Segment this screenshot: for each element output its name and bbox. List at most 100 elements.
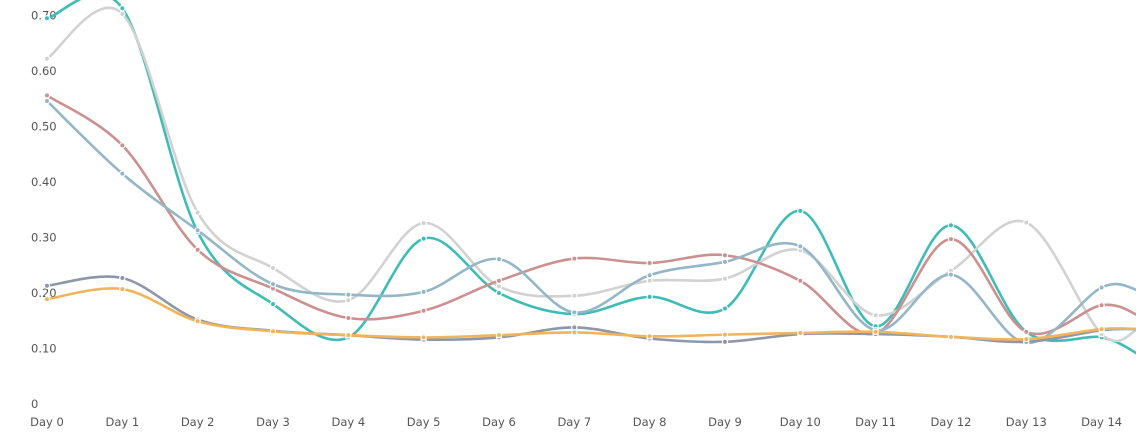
data-point[interactable] <box>420 334 427 341</box>
data-point[interactable] <box>495 331 503 339</box>
data-point[interactable] <box>721 331 729 338</box>
data-point[interactable] <box>119 5 126 12</box>
x-tick-label: Day 10 <box>780 415 821 429</box>
data-point[interactable] <box>194 209 201 216</box>
x-tick-label: Day 14 <box>1081 415 1122 429</box>
series-line <box>45 99 1136 345</box>
data-point[interactable] <box>119 10 126 18</box>
data-point[interactable] <box>269 328 277 335</box>
data-point[interactable] <box>119 285 126 293</box>
data-point[interactable] <box>43 15 51 22</box>
data-point[interactable] <box>345 291 352 298</box>
data-point[interactable] <box>646 272 653 279</box>
data-point[interactable] <box>797 329 804 337</box>
data-point[interactable] <box>797 243 804 250</box>
y-tick-label: 0.70 <box>31 9 57 23</box>
data-point[interactable] <box>571 309 578 316</box>
data-point[interactable] <box>43 92 51 99</box>
x-tick-label: Day 7 <box>557 415 591 429</box>
data-point[interactable] <box>646 333 653 340</box>
data-point[interactable] <box>345 331 352 339</box>
data-point[interactable] <box>194 227 201 234</box>
data-point[interactable] <box>43 282 51 289</box>
data-point[interactable] <box>495 283 503 290</box>
data-point[interactable] <box>571 255 578 262</box>
x-tick-label: Day 2 <box>181 415 215 429</box>
data-point[interactable] <box>420 235 427 242</box>
data-point[interactable] <box>119 274 126 282</box>
data-point[interactable] <box>1098 284 1105 291</box>
data-point[interactable] <box>1098 325 1105 333</box>
data-point[interactable] <box>43 55 51 62</box>
data-point[interactable] <box>872 312 879 319</box>
data-point[interactable] <box>646 293 653 301</box>
data-point[interactable] <box>721 275 729 282</box>
data-point[interactable] <box>420 219 427 227</box>
data-point[interactable] <box>194 246 201 253</box>
data-point[interactable] <box>646 259 653 267</box>
y-tick-label: 0 <box>31 397 38 411</box>
data-point[interactable] <box>1098 302 1105 309</box>
data-point[interactable] <box>1023 328 1030 336</box>
data-point[interactable] <box>269 280 277 288</box>
data-point[interactable] <box>269 264 277 272</box>
x-tick-label: Day 12 <box>930 415 971 429</box>
data-point[interactable] <box>420 307 427 314</box>
series-0 <box>43 0 1136 355</box>
data-point[interactable] <box>571 292 578 299</box>
y-tick-label: 0.20 <box>31 286 57 300</box>
data-point[interactable] <box>721 258 729 266</box>
data-point[interactable] <box>119 142 126 149</box>
x-tick-label: Day 0 <box>30 415 64 429</box>
x-tick-label: Day 3 <box>256 415 290 429</box>
data-point[interactable] <box>495 289 503 297</box>
y-tick-label: 0.40 <box>31 175 57 189</box>
data-point[interactable] <box>797 277 804 284</box>
series-line <box>45 287 1136 341</box>
data-point[interactable] <box>43 97 51 105</box>
data-point[interactable] <box>420 288 427 296</box>
data-point[interactable] <box>1023 335 1030 343</box>
data-point[interactable] <box>1023 219 1030 226</box>
data-point[interactable] <box>345 314 352 322</box>
x-tick-label: Day 8 <box>633 415 667 429</box>
data-point[interactable] <box>194 318 201 325</box>
data-point[interactable] <box>872 328 879 336</box>
x-tick-label: Day 9 <box>708 415 742 429</box>
series-1 <box>43 6 1136 343</box>
data-point[interactable] <box>947 235 955 243</box>
x-tick-label: Day 13 <box>1006 415 1047 429</box>
data-point[interactable] <box>797 207 804 215</box>
x-tick-label: Day 4 <box>331 415 365 429</box>
y-axis: 0 0.10 0.20 0.30 0.40 0.50 0.60 0.70 <box>31 9 57 412</box>
data-point[interactable] <box>721 338 729 346</box>
series-line <box>45 94 1136 336</box>
plot-area <box>43 0 1136 355</box>
series-line <box>45 6 1136 343</box>
x-axis: Day 0 Day 1 Day 2 Day 3 Day 4 Day 5 Day 6 Day 7… <box>30 415 1122 429</box>
series-5 <box>43 285 1136 343</box>
x-tick-label: Day 6 <box>482 415 516 429</box>
series-line <box>45 0 1136 355</box>
data-point[interactable] <box>947 222 955 229</box>
y-tick-label: 0.30 <box>31 231 57 245</box>
data-point[interactable] <box>947 271 955 278</box>
y-tick-label: 0.10 <box>31 342 57 356</box>
x-tick-label: Day 11 <box>855 415 896 429</box>
data-point[interactable] <box>269 300 277 308</box>
data-point[interactable] <box>571 329 578 336</box>
data-point[interactable] <box>119 170 126 177</box>
x-tick-label: Day 5 <box>407 415 441 429</box>
data-point[interactable] <box>495 255 503 263</box>
series-2 <box>43 92 1136 337</box>
data-point[interactable] <box>721 305 729 312</box>
data-point[interactable] <box>495 277 503 284</box>
data-point[interactable] <box>43 295 51 303</box>
y-tick-label: 0.60 <box>31 64 57 78</box>
data-point[interactable] <box>646 277 653 284</box>
data-point[interactable] <box>345 297 352 304</box>
data-point[interactable] <box>947 333 955 341</box>
x-tick-label: Day 1 <box>105 415 139 429</box>
data-point[interactable] <box>721 252 729 259</box>
